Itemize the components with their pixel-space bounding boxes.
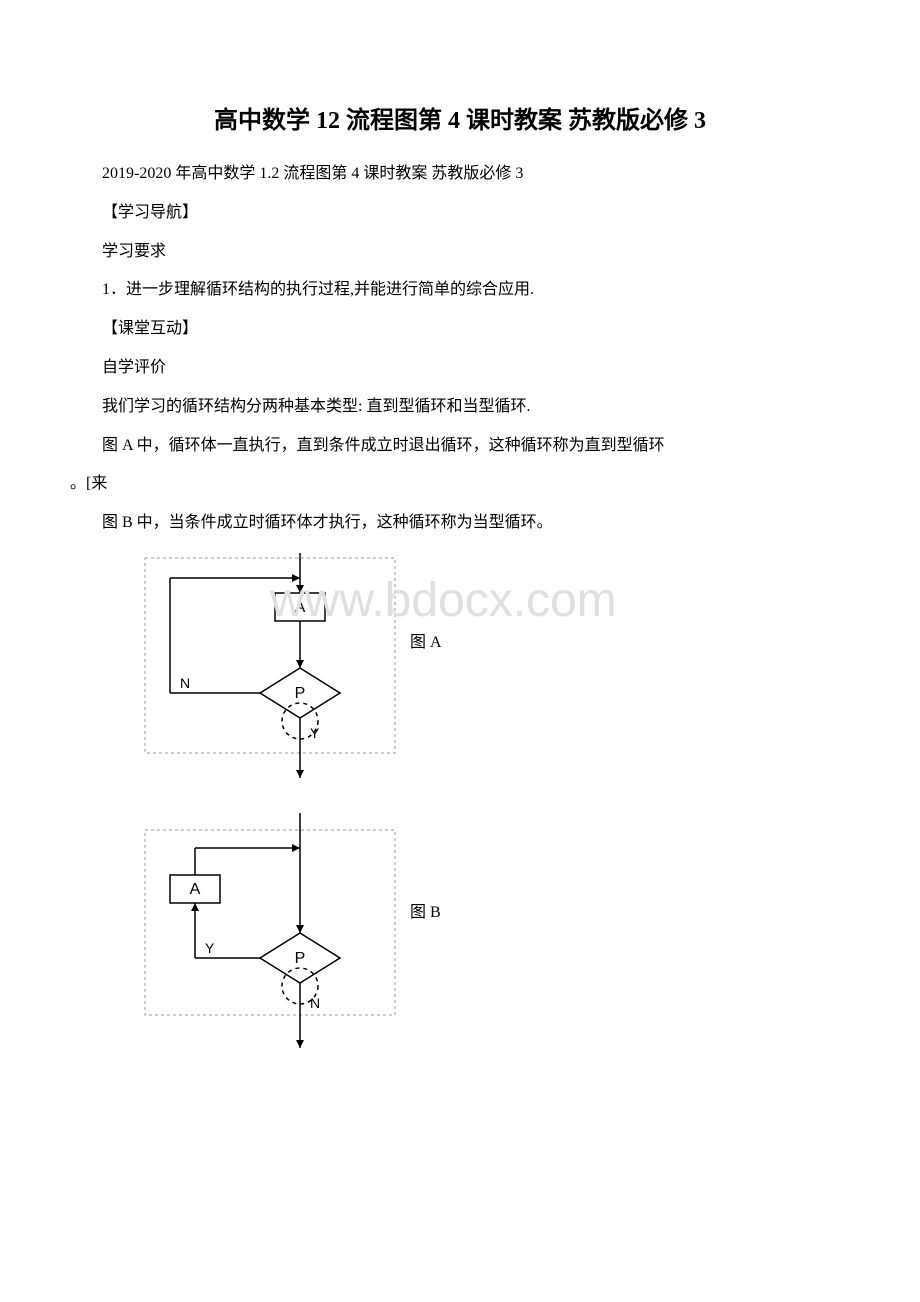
branch-n-label: N bbox=[180, 675, 190, 691]
body-text: 图 A 中，循环体一直执行，直到条件成立时退出循环，这种循环称为直到型循环 bbox=[70, 432, 850, 461]
branch-n-label-b: N bbox=[310, 995, 320, 1011]
node-a-label-b: A bbox=[190, 881, 201, 898]
flowchart-diagram-a: www.bdocx.com A P N Y 图 A bbox=[140, 553, 850, 783]
node-a-label: A bbox=[295, 599, 306, 616]
branch-y-label: Y bbox=[310, 725, 320, 741]
diagram-a-caption: 图 A bbox=[410, 628, 442, 652]
node-p-label: P bbox=[295, 685, 306, 702]
section-heading: 【学习导航】 bbox=[70, 199, 850, 228]
section-heading: 学习要求 bbox=[70, 238, 850, 267]
node-p-label-b: P bbox=[295, 950, 306, 967]
flowchart-svg-b: P Y A N bbox=[140, 813, 400, 1053]
learning-point: 1．进一步理解循环结构的执行过程,并能进行简单的综合应用. bbox=[70, 276, 850, 305]
section-heading: 自学评价 bbox=[70, 354, 850, 383]
body-text-continuation: 。[来 bbox=[70, 470, 850, 499]
flowchart-diagram-b: P Y A N 图 B bbox=[140, 813, 850, 1053]
page-title: 高中数学 12 流程图第 4 课时教案 苏教版必修 3 bbox=[70, 100, 850, 135]
body-text: 我们学习的循环结构分两种基本类型: 直到型循环和当型循环. bbox=[70, 393, 850, 422]
diagram-b-caption: 图 B bbox=[410, 898, 441, 922]
subtitle: 2019-2020 年高中数学 1.2 流程图第 4 课时教案 苏教版必修 3 bbox=[70, 160, 850, 189]
section-heading: 【课堂互动】 bbox=[70, 315, 850, 344]
flowchart-svg-a: A P N Y bbox=[140, 553, 400, 783]
branch-y-label-b: Y bbox=[205, 940, 215, 956]
body-text: 图 B 中，当条件成立时循环体才执行，这种循环称为当型循环。 bbox=[70, 509, 850, 538]
